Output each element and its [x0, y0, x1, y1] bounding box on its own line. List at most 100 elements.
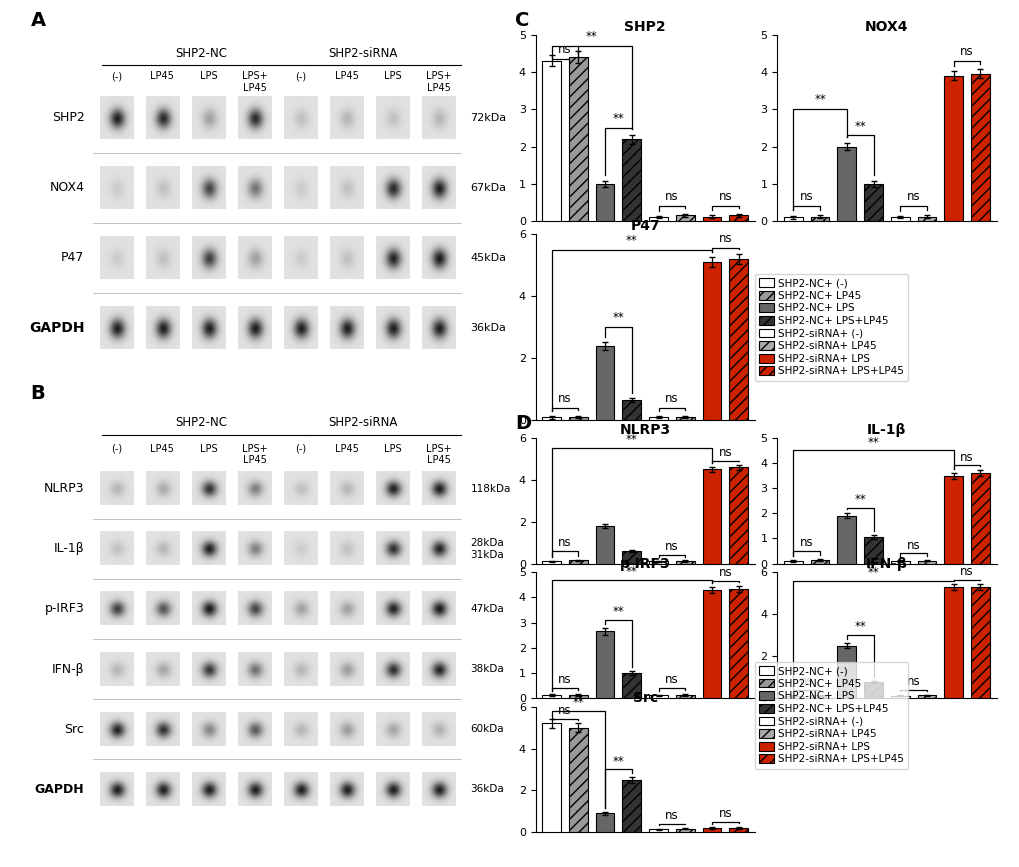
Title: p-IRF3: p-IRF3 [620, 557, 669, 571]
Title: SHP2: SHP2 [624, 20, 665, 34]
Text: ns: ns [717, 807, 732, 820]
Title: P47: P47 [630, 219, 659, 233]
Text: 60kDa: 60kDa [470, 724, 503, 734]
Bar [676, 417, 694, 420]
Bar [569, 560, 587, 564]
Bar [917, 561, 935, 564]
Text: **: ** [626, 234, 637, 247]
Bar [702, 262, 720, 420]
Text: ns: ns [664, 540, 678, 553]
Bar [702, 828, 720, 832]
Text: C: C [515, 11, 529, 30]
Text: **: ** [572, 696, 584, 709]
Text: **: ** [612, 311, 624, 324]
Text: LP45: LP45 [334, 71, 358, 81]
Bar [569, 727, 587, 832]
Bar [890, 696, 909, 698]
Text: 67kDa: 67kDa [470, 183, 505, 192]
Text: ns: ns [717, 191, 732, 204]
Bar [944, 75, 962, 221]
Text: LPS: LPS [200, 71, 217, 81]
Text: ns: ns [906, 675, 919, 688]
Bar [729, 589, 747, 698]
Text: SHP2-NC: SHP2-NC [175, 416, 227, 428]
Bar [970, 74, 988, 221]
Text: 47kDa: 47kDa [470, 604, 503, 614]
Text: SHP2-siRNA: SHP2-siRNA [328, 47, 397, 60]
Bar [917, 695, 935, 698]
Bar [970, 587, 988, 698]
Text: LPS+
LP45: LPS+ LP45 [242, 71, 267, 93]
Text: ns: ns [664, 392, 678, 405]
Text: (-): (-) [111, 444, 122, 453]
Bar [890, 561, 909, 564]
Bar [863, 538, 882, 564]
Text: ns: ns [906, 191, 919, 204]
Bar [595, 813, 613, 832]
Text: ns: ns [557, 392, 572, 405]
Bar [648, 562, 667, 564]
Text: **: ** [854, 493, 865, 506]
Text: LPS: LPS [200, 444, 217, 453]
Text: LP45: LP45 [334, 444, 358, 453]
Text: GAPDH: GAPDH [29, 321, 85, 335]
Bar [729, 259, 747, 420]
Text: **: ** [626, 565, 637, 578]
Text: B: B [31, 384, 45, 403]
Bar [676, 561, 694, 564]
Text: **: ** [612, 754, 624, 767]
Text: **: ** [854, 120, 865, 133]
Text: NOX4: NOX4 [49, 181, 85, 194]
Bar [569, 695, 587, 698]
Text: ns: ns [557, 673, 572, 686]
Text: ns: ns [557, 704, 572, 717]
Bar [648, 695, 667, 698]
Bar [569, 417, 587, 420]
Text: **: ** [867, 565, 878, 578]
Text: (-): (-) [111, 71, 122, 81]
Text: ns: ns [557, 536, 572, 549]
Text: ns: ns [717, 566, 732, 579]
Text: IFN-β: IFN-β [52, 662, 85, 675]
Bar [784, 218, 802, 221]
Bar [702, 590, 720, 698]
Legend: SHP2-NC+ (-), SHP2-NC+ LP45, SHP2-NC+ LPS, SHP2-NC+ LPS+LP45, SHP2-siRNA+ (-), S: SHP2-NC+ (-), SHP2-NC+ LP45, SHP2-NC+ LP… [754, 662, 907, 768]
Text: ns: ns [959, 564, 973, 577]
Text: LP45: LP45 [151, 444, 174, 453]
Bar [944, 587, 962, 698]
Bar [595, 346, 613, 420]
Bar [648, 218, 667, 221]
Text: SHP2: SHP2 [52, 111, 85, 124]
Bar [702, 469, 720, 564]
Bar [810, 695, 828, 698]
Text: D: D [515, 414, 531, 434]
Title: Src: Src [632, 692, 657, 706]
Text: LPS+
LP45: LPS+ LP45 [425, 444, 450, 466]
Text: (-): (-) [294, 444, 306, 453]
Bar [595, 525, 613, 564]
Bar [622, 139, 641, 221]
Bar [542, 723, 560, 832]
Title: IFN-β: IFN-β [865, 557, 907, 571]
Legend: SHP2-NC+ (-), SHP2-NC+ LP45, SHP2-NC+ LPS, SHP2-NC+ LPS+LP45, SHP2-siRNA+ (-), S: SHP2-NC+ (-), SHP2-NC+ LP45, SHP2-NC+ LP… [754, 274, 907, 381]
Bar [622, 780, 641, 832]
Bar [944, 475, 962, 564]
Bar [569, 57, 587, 221]
Bar [648, 417, 667, 420]
Text: ns: ns [664, 673, 678, 686]
Text: **: ** [626, 434, 637, 447]
Bar [810, 217, 828, 221]
Text: P47: P47 [61, 251, 85, 264]
Text: **: ** [585, 30, 597, 43]
Text: p-IRF3: p-IRF3 [45, 603, 85, 616]
Text: 45kDa: 45kDa [470, 253, 505, 263]
Text: ns: ns [799, 536, 813, 549]
Text: LPS+
LP45: LPS+ LP45 [425, 71, 450, 93]
Bar [784, 561, 802, 564]
Text: 36kDa: 36kDa [470, 785, 503, 794]
Bar [729, 467, 747, 564]
Text: **: ** [867, 435, 878, 448]
Bar [729, 828, 747, 832]
Bar [94, 83, 461, 363]
Text: NLRP3: NLRP3 [44, 482, 85, 495]
